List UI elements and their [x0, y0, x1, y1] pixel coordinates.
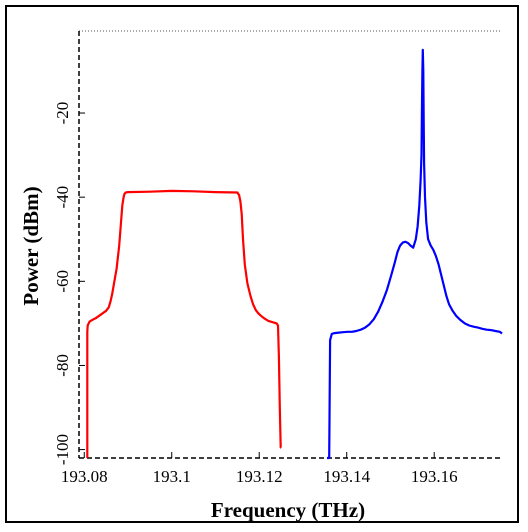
tick-labels: -20 -40 -60 -80 -100 193.08 193.1 193.12 193.14 1…: [53, 102, 458, 486]
x-tick-label: 193.1: [153, 467, 191, 486]
axes: [78, 30, 502, 459]
y-tick-label: -40: [53, 186, 72, 209]
series-lines: [86, 48, 503, 460]
series-line-1: [86, 189, 282, 458]
y-tick-label: -100: [53, 434, 72, 465]
x-tick-label: 193.08: [61, 467, 108, 486]
y-tick-label: -20: [53, 102, 72, 125]
x-axis-title: Frequency (THz): [211, 498, 365, 522]
y-tick-label: -60: [53, 270, 72, 293]
series-line-2: [327, 48, 503, 460]
x-tick-label: 193.16: [411, 467, 458, 486]
y-axis-title: Power (dBm): [19, 186, 43, 305]
x-tick-label: 193.14: [323, 467, 370, 486]
chart-frame: [5, 5, 519, 523]
y-tick-label: -80: [53, 354, 72, 377]
x-tick-label: 193.12: [236, 467, 283, 486]
